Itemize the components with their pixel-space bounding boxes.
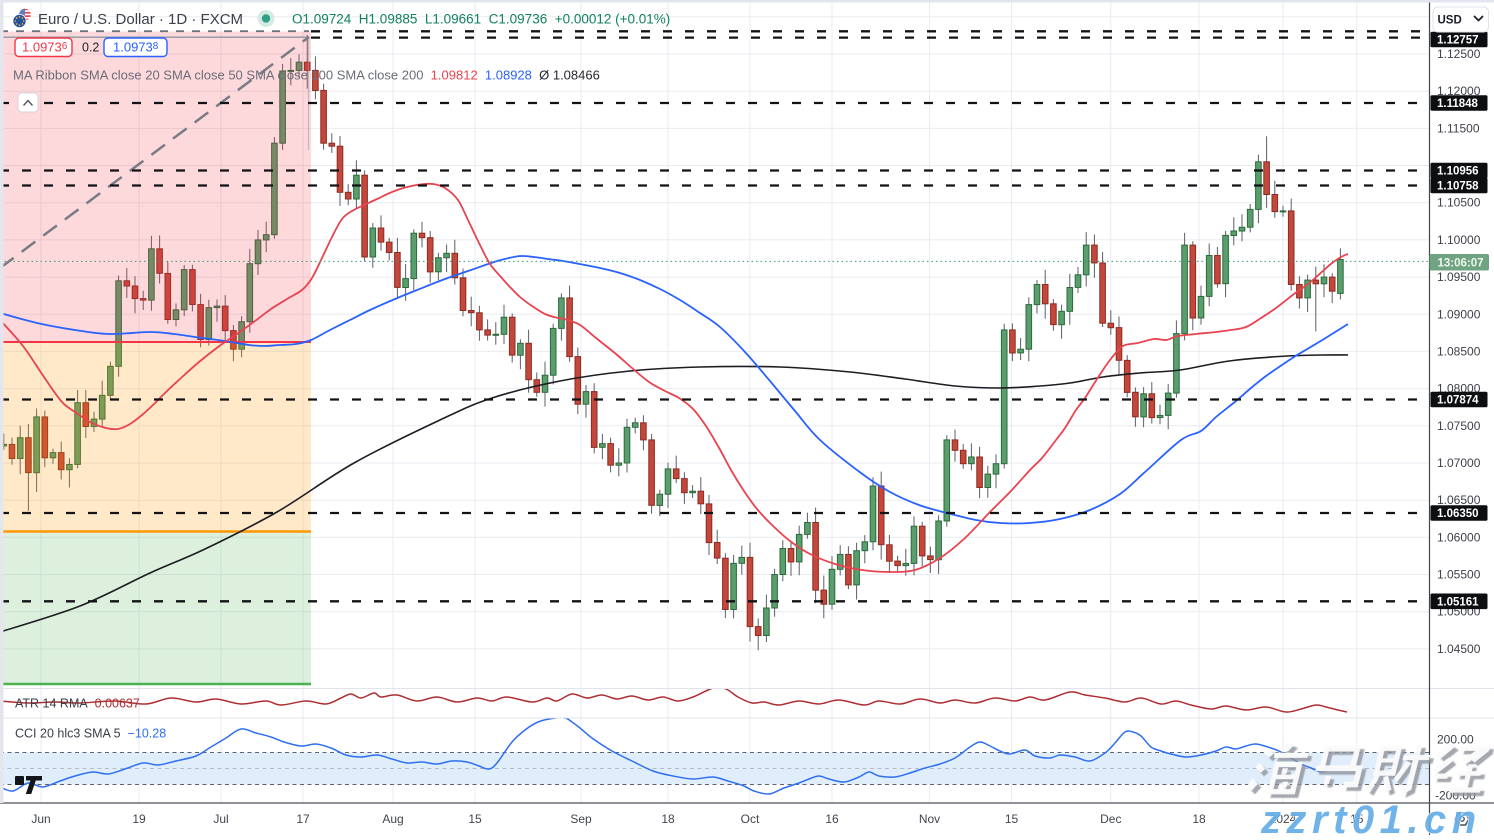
svg-text:1.04500: 1.04500 [1437, 642, 1481, 656]
svg-text:15: 15 [468, 812, 482, 826]
svg-text:15: 15 [1350, 812, 1364, 826]
svg-text:Sep: Sep [570, 812, 592, 826]
svg-text:Dec: Dec [1100, 812, 1121, 826]
svg-text:1.07874: 1.07874 [1437, 395, 1479, 407]
svg-text:1.10000: 1.10000 [1437, 233, 1481, 247]
svg-text:USD: USD [1438, 15, 1462, 27]
svg-text:17: 17 [296, 812, 310, 826]
svg-text:2024: 2024 [1270, 812, 1297, 826]
svg-text:1.10500: 1.10500 [1437, 196, 1481, 210]
svg-text:Jun: Jun [31, 812, 50, 826]
svg-text:1.09000: 1.09000 [1437, 307, 1481, 321]
svg-text:Aug: Aug [382, 812, 403, 826]
svg-text:1.12757: 1.12757 [1437, 35, 1479, 47]
svg-text:1.10956: 1.10956 [1437, 166, 1479, 178]
svg-text:19: 19 [132, 812, 146, 826]
svg-text:1.11848: 1.11848 [1437, 98, 1479, 110]
svg-text:Nov: Nov [919, 812, 940, 826]
svg-text:18: 18 [661, 812, 675, 826]
svg-text:Jul: Jul [213, 812, 228, 826]
svg-text:1.06000: 1.06000 [1437, 530, 1481, 544]
svg-text:13:06:07: 13:06:07 [1438, 258, 1484, 270]
svg-text:1.12000: 1.12000 [1437, 84, 1481, 98]
svg-text:ATR 14 RMA 0.00637: ATR 14 RMA 0.00637 [15, 697, 140, 711]
svg-text:zzrt01.cn: zzrt01.cn [1260, 798, 1482, 835]
svg-text:1.07000: 1.07000 [1437, 456, 1481, 470]
svg-text:Oct: Oct [741, 812, 760, 826]
svg-text:1.06350: 1.06350 [1437, 508, 1479, 520]
svg-text:1.09738: 1.09738 [113, 40, 159, 55]
svg-text:MA Ribbon SMA close 20 SMA clo: MA Ribbon SMA close 20 SMA close 50 SMA … [13, 68, 600, 83]
svg-text:1.10758: 1.10758 [1437, 181, 1479, 193]
svg-text:15: 15 [1005, 812, 1019, 826]
svg-text:1.08500: 1.08500 [1437, 344, 1481, 358]
svg-text:1.06500: 1.06500 [1437, 493, 1481, 507]
svg-text:0.2: 0.2 [82, 41, 99, 55]
svg-text:18: 18 [1192, 812, 1206, 826]
svg-text:1.07500: 1.07500 [1437, 419, 1481, 433]
svg-text:O1.09724 H1.09885 L1.09661: O1.09724 H1.09885 L1.09661 C1.09736 +0.0… [292, 12, 670, 27]
svg-text:1.11500: 1.11500 [1437, 121, 1480, 135]
svg-text:1.05500: 1.05500 [1437, 568, 1481, 582]
svg-text:16: 16 [825, 812, 839, 826]
svg-text:1.05161: 1.05161 [1437, 597, 1479, 609]
svg-text:1.12500: 1.12500 [1437, 47, 1481, 61]
svg-text:CCI 20 hlc3 SMA 5 −10.28: CCI 20 hlc3 SMA 5 −10.28 [15, 727, 166, 741]
svg-text:Euro / U.S. Dollar · 1D · FXCM: Euro / U.S. Dollar · 1D · FXCM [38, 11, 243, 28]
svg-text:1.09736: 1.09736 [22, 40, 68, 55]
svg-text:200.00: 200.00 [1437, 733, 1474, 747]
svg-text:1.09500: 1.09500 [1437, 270, 1481, 284]
